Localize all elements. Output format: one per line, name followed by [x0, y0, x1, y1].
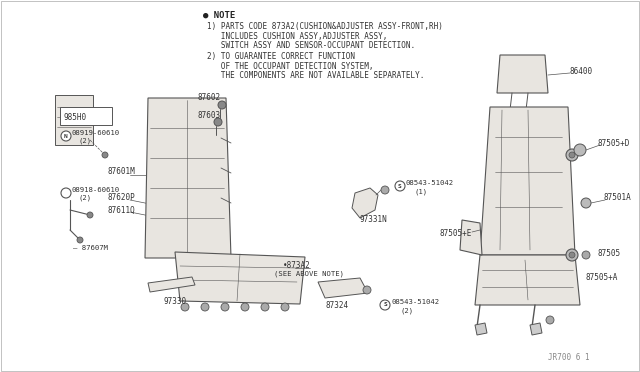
Circle shape: [566, 249, 578, 261]
Circle shape: [61, 131, 71, 141]
Text: 87505+E: 87505+E: [440, 228, 472, 237]
Text: (1): (1): [414, 189, 427, 195]
Circle shape: [221, 303, 229, 311]
Text: 87602: 87602: [197, 93, 220, 103]
Text: 2) TO GUARANTEE CORRECT FUNCTION: 2) TO GUARANTEE CORRECT FUNCTION: [207, 51, 355, 61]
Text: S: S: [398, 183, 402, 189]
Text: 985H0: 985H0: [63, 113, 86, 122]
Circle shape: [77, 237, 83, 243]
Polygon shape: [475, 323, 487, 335]
Circle shape: [582, 251, 590, 259]
Text: SWITCH ASSY AND SENSOR-OCCUPANT DETECTION.: SWITCH ASSY AND SENSOR-OCCUPANT DETECTIO…: [207, 42, 415, 51]
Text: 87601M: 87601M: [108, 167, 136, 176]
Polygon shape: [145, 98, 231, 258]
Text: 87505+A: 87505+A: [585, 273, 618, 282]
Circle shape: [569, 152, 575, 158]
Polygon shape: [530, 323, 542, 335]
Text: 87505: 87505: [598, 248, 621, 257]
Polygon shape: [352, 188, 378, 218]
Circle shape: [261, 303, 269, 311]
Text: 08543-51042: 08543-51042: [406, 180, 454, 186]
Polygon shape: [475, 255, 580, 305]
Circle shape: [102, 152, 108, 158]
Circle shape: [281, 303, 289, 311]
Text: N: N: [64, 134, 68, 138]
Circle shape: [581, 198, 591, 208]
Text: THE COMPONENTS ARE NOT AVAILABLE SEPARATELY.: THE COMPONENTS ARE NOT AVAILABLE SEPARAT…: [207, 71, 424, 80]
Text: 87501A: 87501A: [603, 192, 631, 202]
Text: (2): (2): [78, 195, 91, 201]
Text: ● NOTE: ● NOTE: [203, 10, 236, 19]
Circle shape: [381, 186, 389, 194]
Text: – 87607M: – 87607M: [73, 245, 108, 251]
Text: •873A2: •873A2: [283, 260, 311, 269]
Text: 87324: 87324: [325, 301, 348, 310]
Polygon shape: [318, 278, 368, 298]
Circle shape: [214, 118, 222, 126]
Text: S: S: [383, 302, 387, 308]
Text: 86400: 86400: [570, 67, 593, 76]
Circle shape: [218, 101, 226, 109]
Circle shape: [574, 144, 586, 156]
Circle shape: [380, 300, 390, 310]
Polygon shape: [480, 107, 575, 255]
Text: (2): (2): [78, 138, 91, 144]
Circle shape: [395, 181, 405, 191]
Text: INCLUDES CUSHION ASSY,ADJUSTER ASSY,: INCLUDES CUSHION ASSY,ADJUSTER ASSY,: [207, 32, 387, 41]
Circle shape: [87, 212, 93, 218]
Circle shape: [181, 303, 189, 311]
Circle shape: [566, 149, 578, 161]
Text: 87620P: 87620P: [108, 193, 136, 202]
Bar: [60, 107, 112, 125]
Text: OF THE OCCUPANT DETECTION SYSTEM,: OF THE OCCUPANT DETECTION SYSTEM,: [207, 61, 374, 71]
Polygon shape: [175, 252, 305, 304]
Text: 87603: 87603: [197, 112, 220, 121]
Circle shape: [546, 316, 554, 324]
Text: 87505+D: 87505+D: [598, 138, 630, 148]
Text: (SEE ABOVE NOTE): (SEE ABOVE NOTE): [274, 271, 344, 277]
Circle shape: [61, 188, 71, 198]
Text: (2): (2): [400, 308, 413, 314]
Text: 1) PARTS CODE 873A2(CUSHION&ADJUSTER ASSY-FRONT,RH): 1) PARTS CODE 873A2(CUSHION&ADJUSTER ASS…: [207, 22, 443, 31]
Polygon shape: [497, 55, 548, 93]
Text: 87611Q: 87611Q: [108, 205, 136, 215]
Text: JR700 6 1: JR700 6 1: [548, 353, 590, 362]
Circle shape: [569, 252, 575, 258]
Circle shape: [241, 303, 249, 311]
Text: 97330: 97330: [163, 298, 186, 307]
Polygon shape: [55, 95, 93, 145]
Text: 08543-51042: 08543-51042: [391, 299, 439, 305]
Polygon shape: [460, 220, 482, 255]
Text: 08918-60610: 08918-60610: [72, 187, 120, 193]
Polygon shape: [148, 277, 195, 292]
Text: 97331N: 97331N: [360, 215, 388, 224]
Circle shape: [201, 303, 209, 311]
Text: 08919-60610: 08919-60610: [72, 130, 120, 136]
Circle shape: [363, 286, 371, 294]
